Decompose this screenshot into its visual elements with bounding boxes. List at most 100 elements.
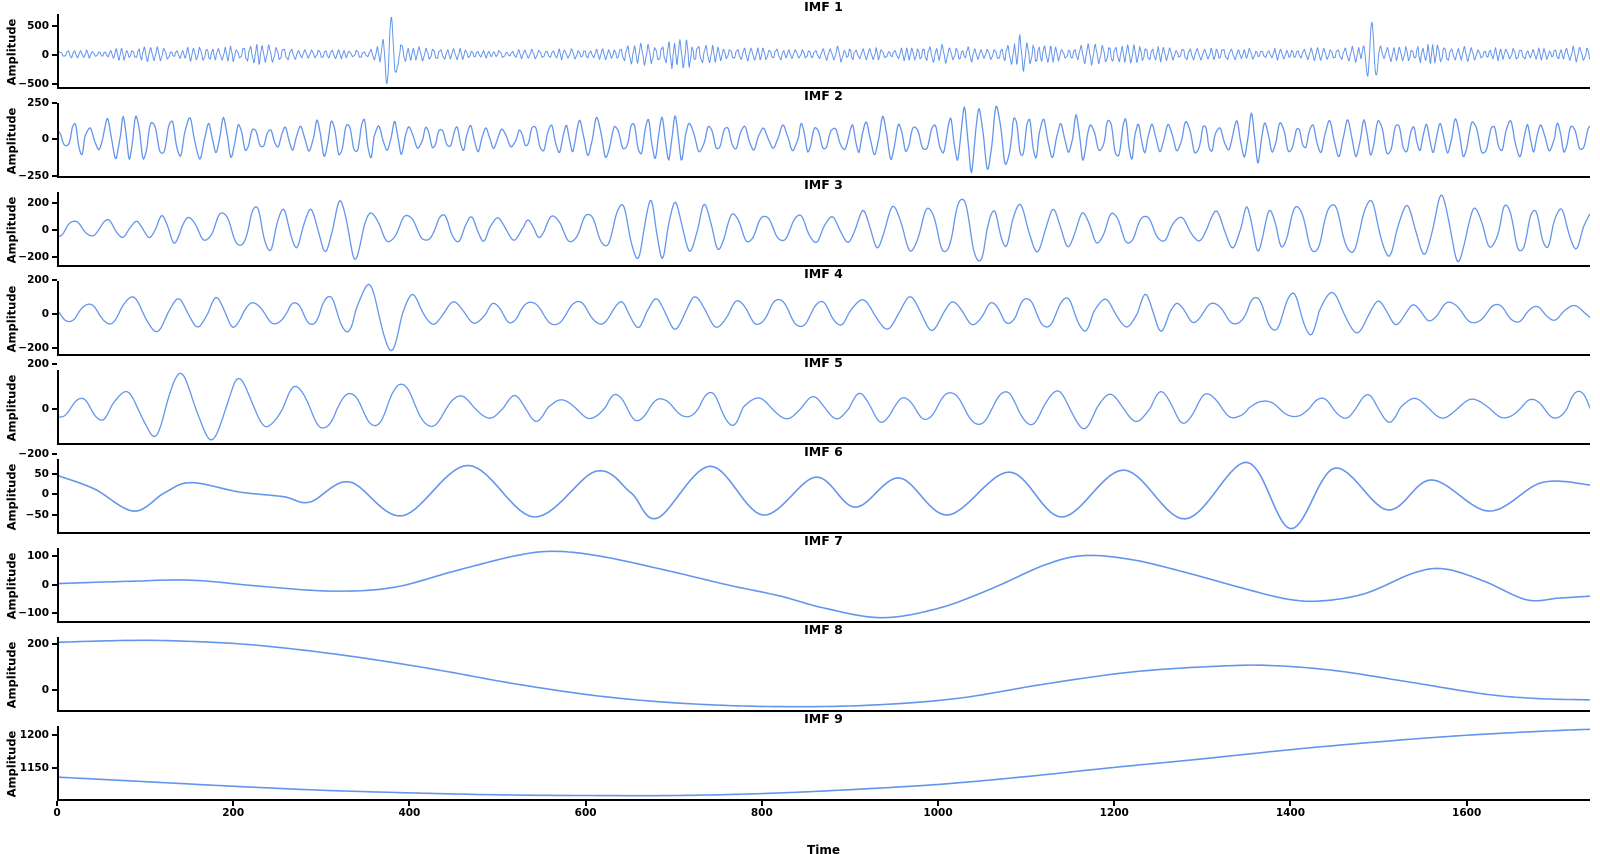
y-tick-label: 1200 (19, 728, 49, 741)
y-tick-mark (52, 554, 57, 557)
y-tick-label: 0 (41, 403, 49, 416)
y-tick-label: −100 (18, 607, 49, 620)
y-tick-mark (52, 279, 57, 282)
y-tick-mark (52, 313, 57, 316)
x-axis-label: Time (807, 843, 840, 854)
y-tick-label: 200 (27, 638, 49, 651)
y-tick-label: 200 (27, 196, 49, 209)
x-tick-mark (1113, 801, 1116, 806)
subplot-body: Amplitude 1200 1150 (0, 726, 1600, 801)
x-tick-mark (232, 801, 235, 806)
y-tick-label: 0 (41, 578, 49, 591)
subplot-imf-3: IMF 3 Amplitude 200 0 −200 (0, 178, 1600, 267)
y-tick-mark (52, 363, 57, 366)
x-axis: Time 0 200 400 600 800 1000 1200 1400 1600 (0, 801, 1600, 854)
subplot-imf-8: IMF 8 Amplitude 200 0 (0, 623, 1600, 712)
y-tick-mark (52, 767, 57, 770)
subplot-title: IMF 7 (804, 533, 843, 548)
y-tick-mark (52, 174, 57, 177)
imf-signal-line (59, 548, 1590, 621)
plot-area (57, 637, 1590, 712)
x-tick-mark (1465, 801, 1468, 806)
subplot-body: Amplitude 200 0 −200 (0, 192, 1600, 267)
subplot-imf-7: IMF 7 Amplitude 100 0 −100 (0, 534, 1600, 623)
y-tick-label: 500 (27, 20, 49, 33)
plot-area (57, 103, 1590, 178)
y-tick-mark (52, 493, 57, 496)
x-tick-label: 0 (53, 807, 61, 819)
y-tick-mark (52, 408, 57, 411)
y-tick-label: −50 (25, 508, 49, 521)
y-tick-mark (52, 513, 57, 516)
y-tick-label: 0 (41, 49, 49, 62)
y-tick-mark (52, 453, 57, 456)
subplot-title: IMF 2 (804, 88, 843, 103)
y-tick-label: 250 (27, 96, 49, 109)
imf-signal-line (59, 637, 1590, 710)
y-tick-label: −200 (18, 342, 49, 355)
x-tick-mark (937, 801, 940, 806)
subplot-title: IMF 3 (804, 177, 843, 192)
x-tick-label: 600 (574, 807, 597, 819)
y-tick-mark (52, 83, 57, 86)
x-tick-mark (56, 801, 58, 806)
y-tick-label: 0 (41, 133, 49, 146)
subplot-imf-6: IMF 6 Amplitude 50 0 −50 (0, 445, 1600, 534)
x-tick-mark (408, 801, 411, 806)
y-tick-label: 0 (41, 684, 49, 697)
subplot-imf-5: IMF 5 Amplitude 200 0 −200 (0, 356, 1600, 460)
y-tick-label: 0 (41, 488, 49, 501)
y-tick-label: 1150 (19, 762, 49, 775)
imf-signal-line (59, 103, 1590, 176)
y-tick-mark (52, 255, 57, 258)
subplot-body: Amplitude 250 0 −250 (0, 97, 1600, 182)
subplot-body: Amplitude 100 0 −100 (0, 548, 1600, 623)
y-tick-label: 0 (41, 223, 49, 236)
y-tick-label: 100 (27, 549, 49, 562)
y-tick-label: −250 (18, 169, 49, 182)
x-tick-label: 400 (398, 807, 421, 819)
subplot-imf-4: IMF 4 Amplitude 200 0 −200 (0, 267, 1600, 356)
plot-area (57, 548, 1590, 623)
subplot-title: IMF 6 (804, 444, 843, 459)
imf-signal-line (59, 459, 1590, 532)
y-tick-label: 200 (27, 358, 49, 371)
subplot-imf-2: IMF 2 Amplitude 250 0 −250 (0, 88, 1600, 182)
imf-signal-line (59, 192, 1590, 265)
imf-signal-line (59, 281, 1590, 354)
x-tick-label: 1200 (1099, 807, 1129, 819)
y-tick-mark (52, 612, 57, 615)
y-tick-mark (52, 101, 57, 104)
y-tick-label: −200 (18, 448, 49, 461)
imf-signal-line (59, 14, 1590, 87)
subplot-title: IMF 9 (804, 711, 843, 726)
plot-area (57, 370, 1590, 445)
subplot-body: Amplitude 200 0 −200 (0, 358, 1600, 460)
x-tick-mark (760, 801, 763, 806)
y-tick-label: 0 (41, 308, 49, 321)
y-tick-mark (52, 643, 57, 646)
y-tick-mark (52, 54, 57, 57)
subplot-body: Amplitude 50 0 −50 (0, 459, 1600, 534)
imf-signal-line (59, 726, 1590, 799)
plot-area (57, 726, 1590, 801)
subplot-body: Amplitude 200 0 −200 (0, 274, 1600, 356)
y-tick-mark (52, 201, 57, 204)
x-tick-label: 1600 (1452, 807, 1482, 819)
y-tick-mark (52, 228, 57, 231)
plot-area (57, 281, 1590, 356)
y-tick-label: 200 (27, 274, 49, 287)
y-tick-mark (52, 25, 57, 28)
x-tick-label: 1000 (923, 807, 953, 819)
x-tick-label: 1400 (1275, 807, 1306, 819)
subplot-body: Amplitude 500 0 −500 (0, 14, 1600, 90)
y-tick-mark (52, 347, 57, 350)
y-tick-mark (52, 138, 57, 141)
plot-area (57, 459, 1590, 534)
plot-area (57, 14, 1590, 89)
x-tick-mark (1289, 801, 1292, 806)
y-tick-mark (52, 583, 57, 586)
y-tick-label: 50 (34, 468, 49, 481)
subplot-title: IMF 1 (804, 0, 843, 14)
